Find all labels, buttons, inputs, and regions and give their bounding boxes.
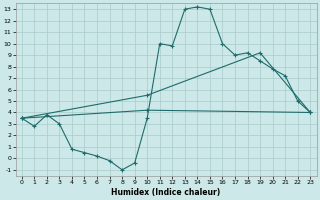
X-axis label: Humidex (Indice chaleur): Humidex (Indice chaleur) (111, 188, 221, 197)
